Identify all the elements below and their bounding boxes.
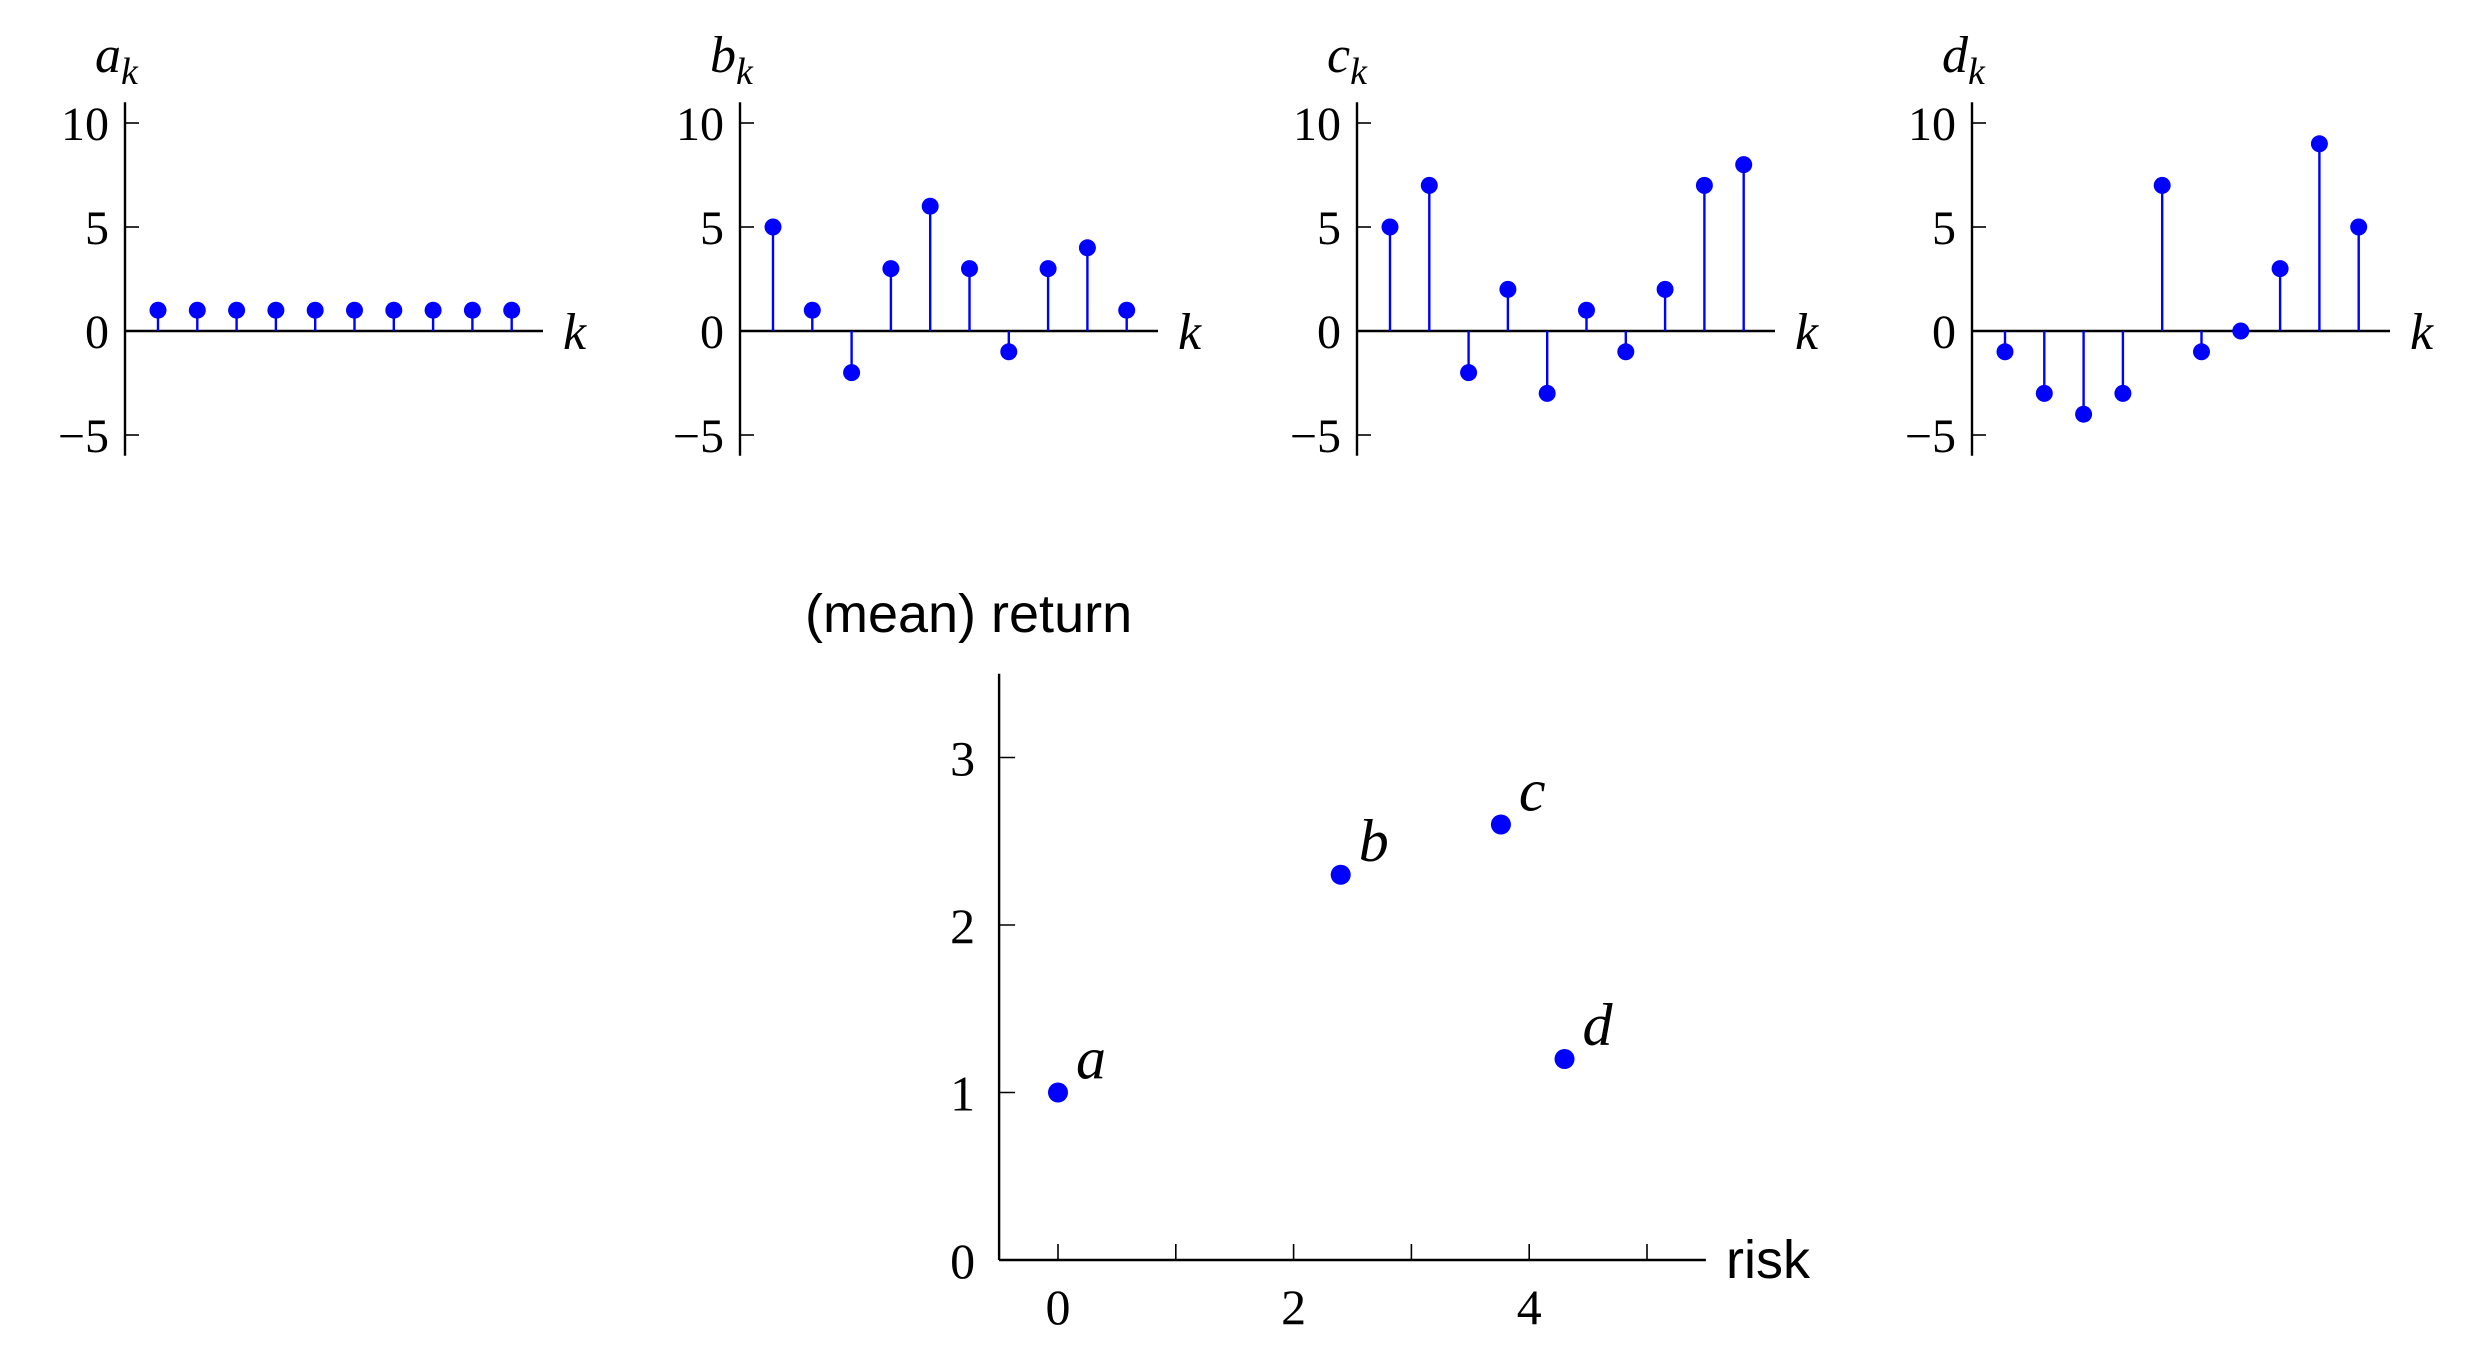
y-axis-label-main: a bbox=[95, 27, 121, 84]
point-d bbox=[1554, 1049, 1575, 1069]
y-tick-label: 10 bbox=[1293, 98, 1341, 151]
stem-marker bbox=[1460, 364, 1478, 382]
stem-marker bbox=[228, 301, 246, 319]
stem-marker bbox=[2114, 384, 2132, 402]
stem-marker bbox=[1499, 280, 1517, 298]
point-b bbox=[1330, 864, 1351, 885]
stem-marker bbox=[1000, 343, 1018, 361]
stem-marker bbox=[921, 197, 939, 215]
y-tick-label: 5 bbox=[1932, 202, 1956, 255]
stem-marker bbox=[1078, 239, 1096, 257]
stem-marker bbox=[1039, 260, 1057, 278]
stem-marker bbox=[2035, 384, 2053, 402]
stem-marker bbox=[2075, 405, 2093, 423]
y-tick-label: 10 bbox=[1908, 98, 1956, 151]
stem-marker bbox=[1617, 343, 1635, 361]
x-axis-label: k bbox=[1795, 304, 1819, 361]
y-tick-label: 3 bbox=[950, 731, 975, 787]
y-tick-label: 5 bbox=[85, 202, 109, 255]
y-tick-label: 0 bbox=[85, 306, 109, 359]
stem-marker bbox=[149, 301, 167, 319]
y-tick-label: 2 bbox=[950, 898, 975, 954]
stem-marker bbox=[1695, 176, 1713, 194]
y-axis-label-subscript: k bbox=[736, 51, 754, 93]
y-tick-label: 0 bbox=[1932, 306, 1956, 359]
y-tick-label: −5 bbox=[1905, 410, 1956, 463]
stem-marker bbox=[961, 260, 978, 278]
stem-marker bbox=[803, 301, 821, 319]
y-tick-label: 5 bbox=[1317, 202, 1341, 255]
stem-marker bbox=[2310, 135, 2328, 153]
stem-marker bbox=[385, 301, 403, 319]
point-label-d: d bbox=[1583, 992, 1614, 1058]
y-axis-label-subscript: k bbox=[121, 51, 139, 93]
point-label-b: b bbox=[1359, 808, 1389, 874]
y-tick-label: 0 bbox=[1317, 306, 1341, 359]
stem-marker bbox=[843, 364, 861, 382]
stem-marker bbox=[306, 301, 324, 319]
stem-marker bbox=[267, 301, 285, 319]
stem-marker bbox=[424, 301, 442, 319]
y-tick-label: 1 bbox=[950, 1066, 975, 1122]
stem-marker bbox=[188, 301, 206, 319]
stem-marker bbox=[346, 301, 363, 319]
point-label-a: a bbox=[1076, 1026, 1106, 1092]
point-a bbox=[1048, 1082, 1068, 1103]
stem-marker bbox=[503, 301, 521, 319]
y-tick-label: 0 bbox=[950, 1233, 975, 1289]
y-tick-label: −5 bbox=[1290, 410, 1341, 463]
stem-marker bbox=[2193, 343, 2210, 361]
stem-marker bbox=[2350, 218, 2368, 236]
stem-marker bbox=[2271, 260, 2289, 278]
stem-marker bbox=[1578, 301, 1595, 319]
x-tick-label: 4 bbox=[1517, 1279, 1542, 1335]
x-axis-label: risk bbox=[1726, 1230, 1811, 1290]
stem-marker bbox=[1420, 176, 1438, 194]
y-axis-label: ak bbox=[95, 27, 139, 93]
y-axis-label: bk bbox=[710, 27, 754, 93]
stem-marker bbox=[2153, 176, 2171, 194]
stem-marker bbox=[764, 218, 782, 236]
stem-marker bbox=[1381, 218, 1399, 236]
y-tick-label: −5 bbox=[58, 410, 109, 463]
y-axis-label: (mean) return bbox=[805, 584, 1132, 644]
y-axis-label-main: b bbox=[710, 27, 736, 84]
stem-marker bbox=[1656, 280, 1674, 298]
y-tick-label: 5 bbox=[700, 202, 724, 255]
stem-marker bbox=[882, 260, 900, 278]
point-label-c: c bbox=[1519, 758, 1546, 824]
x-axis-label: k bbox=[1178, 304, 1202, 361]
stem-marker bbox=[1118, 301, 1136, 319]
x-axis-label: k bbox=[2410, 304, 2434, 361]
y-axis-label: ck bbox=[1327, 27, 1368, 93]
x-tick-label: 0 bbox=[1046, 1279, 1071, 1335]
stem-marker bbox=[2232, 322, 2250, 340]
stem-marker bbox=[1996, 343, 2014, 361]
y-axis-label-main: d bbox=[1942, 27, 1969, 84]
x-tick-label: 2 bbox=[1281, 1279, 1306, 1335]
stem-marker bbox=[1735, 156, 1753, 174]
y-tick-label: 0 bbox=[700, 306, 724, 359]
y-axis-label-subscript: k bbox=[1350, 51, 1368, 93]
y-axis-label-subscript: k bbox=[1968, 51, 1986, 93]
y-tick-label: 10 bbox=[61, 98, 109, 151]
x-axis-label: k bbox=[563, 304, 587, 361]
risk-return-scatter-plot: 0 2 4 0 1 2 3 (mean) return risk a b c d bbox=[805, 584, 1811, 1335]
y-axis-label-main: c bbox=[1327, 27, 1350, 84]
stem-marker bbox=[463, 301, 481, 319]
y-tick-label: −5 bbox=[673, 410, 724, 463]
y-axis-label: dk bbox=[1942, 27, 1986, 93]
point-c bbox=[1490, 814, 1511, 835]
stem-marker bbox=[1538, 384, 1556, 402]
y-tick-label: 10 bbox=[676, 98, 724, 151]
